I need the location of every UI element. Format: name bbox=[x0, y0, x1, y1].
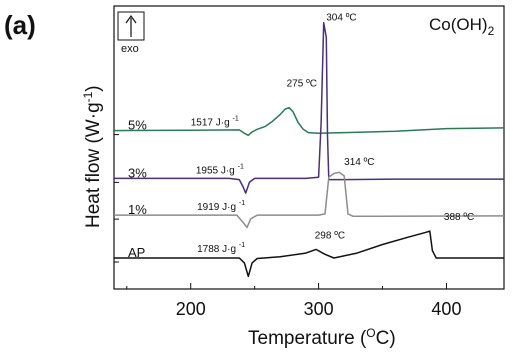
compound-label: Co(OH)2 bbox=[429, 15, 495, 38]
series-label: AP bbox=[128, 245, 145, 260]
x-tick-label: 300 bbox=[304, 299, 334, 319]
series-line-3% bbox=[114, 22, 504, 194]
y-axis-title-sup: -1 bbox=[81, 91, 95, 102]
x-tick-label: 200 bbox=[176, 299, 206, 319]
x-axis-title-tail: C) bbox=[376, 328, 396, 349]
peak-temp-label: 304 ºC bbox=[326, 12, 356, 23]
enthalpy-label: 1919 J·g bbox=[197, 202, 236, 213]
enthalpy-label: 1955 J·g bbox=[196, 165, 235, 176]
compound-base: Co(OH) bbox=[429, 15, 488, 34]
enthalpy-label: 1788 J·g bbox=[197, 244, 236, 255]
peak-temp-label: 388 ºC bbox=[444, 212, 474, 223]
series-line-5% bbox=[113, 106, 505, 137]
peak-temp-label: 275 ºC bbox=[287, 79, 317, 90]
series-line-AP bbox=[114, 230, 504, 278]
series-label: 5% bbox=[128, 118, 147, 133]
enthalpy-superscript: -1 bbox=[233, 116, 239, 123]
series-line-1% bbox=[114, 171, 505, 229]
exo-label: exo bbox=[121, 43, 139, 55]
enthalpy-superscript: -1 bbox=[239, 242, 245, 249]
compound-subscript: 2 bbox=[488, 24, 495, 38]
y-axis-title-tail: ) bbox=[83, 85, 104, 91]
enthalpy-label: 1517 J·g bbox=[191, 118, 230, 129]
series-label: 3% bbox=[128, 165, 147, 180]
panel-label: (a) bbox=[4, 10, 36, 40]
peak-temp-label: 298 ºC bbox=[315, 230, 345, 241]
x-axis-title: Temperature (OC) bbox=[248, 326, 396, 349]
peak-temp-label: 314 ºC bbox=[344, 157, 374, 168]
x-axis-title-base: Temperature ( bbox=[248, 328, 367, 349]
series-label: 1% bbox=[128, 202, 147, 217]
y-axis-title: Heat flow (W·g-1) bbox=[81, 85, 104, 228]
enthalpy-superscript: -1 bbox=[238, 163, 244, 170]
plot-frame bbox=[113, 5, 505, 290]
x-tick-label: 400 bbox=[431, 299, 461, 319]
y-axis-title-base: Heat flow (W·g bbox=[83, 102, 104, 228]
exo-indicator-box bbox=[117, 11, 145, 41]
x-axis-title-sup: O bbox=[366, 326, 375, 340]
exo-arrowhead-icon bbox=[125, 14, 137, 24]
enthalpy-superscript: -1 bbox=[239, 200, 245, 207]
